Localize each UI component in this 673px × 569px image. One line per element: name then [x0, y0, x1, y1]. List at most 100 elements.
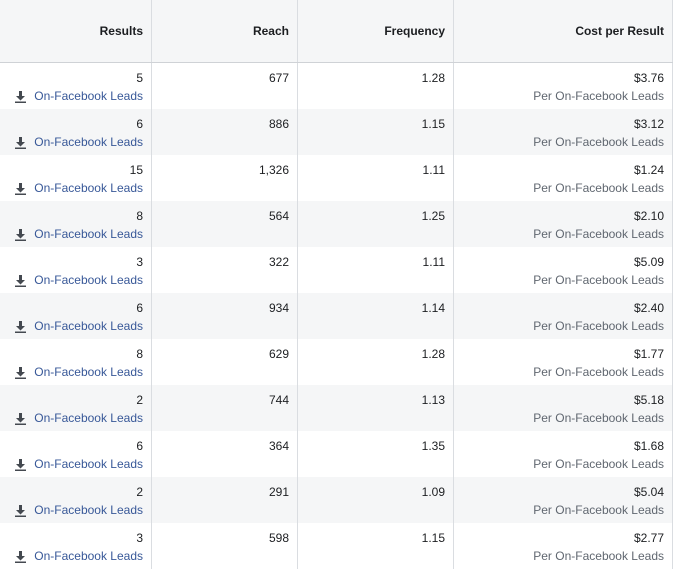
results-value: 15	[129, 163, 143, 177]
table-row[interactable]: 15 On-Facebook Leads 1,326 1.11 $1.24 Per On-…	[0, 155, 673, 201]
download-icon	[15, 366, 26, 379]
result-type-link[interactable]: On-Facebook Leads	[34, 227, 143, 241]
frequency-cell: 1.28	[298, 339, 454, 385]
column-header-reach[interactable]: Reach	[152, 0, 298, 62]
column-header-cost-per-result[interactable]: Cost per Result	[454, 0, 673, 62]
frequency-cell: 1.25	[298, 201, 454, 247]
results-value: 2	[136, 393, 143, 407]
reach-cell: 629	[152, 339, 298, 385]
reach-value: 1,326	[258, 163, 289, 177]
cost-per-result-cell: $1.24 Per On-Facebook Leads	[454, 155, 673, 201]
cost-value: $2.77	[633, 531, 664, 545]
result-type-link[interactable]: On-Facebook Leads	[34, 549, 143, 563]
result-type-link[interactable]: On-Facebook Leads	[34, 89, 143, 103]
cost-value: $2.40	[633, 301, 664, 315]
result-type: On-Facebook Leads	[0, 225, 143, 243]
result-type-link[interactable]: On-Facebook Leads	[34, 135, 143, 149]
cost-value: $1.68	[633, 439, 664, 453]
download-icon	[15, 412, 26, 425]
table-row[interactable]: 2 On-Facebook Leads 744 1.13 $5.18 Per On-Fac…	[0, 385, 673, 431]
table-row[interactable]: 6 On-Facebook Leads 886 1.15 $3.12 Per On-Fac…	[0, 109, 673, 155]
frequency-cell: 1.11	[298, 247, 454, 293]
frequency-cell: 1.13	[298, 385, 454, 431]
reach-value: 364	[268, 439, 289, 453]
cost-value: $5.09	[633, 255, 664, 269]
results-cell: 2 On-Facebook Leads	[0, 385, 152, 431]
reach-cell: 598	[152, 523, 298, 569]
reach-value: 744	[268, 393, 289, 407]
download-icon	[15, 182, 26, 195]
reach-value: 629	[268, 347, 289, 361]
frequency-value: 1.11	[422, 163, 445, 177]
reach-value: 598	[268, 531, 289, 545]
frequency-value: 1.35	[421, 439, 445, 453]
result-type-link[interactable]: On-Facebook Leads	[34, 273, 143, 287]
result-type-link[interactable]: On-Facebook Leads	[34, 181, 143, 195]
table-row[interactable]: 5 On-Facebook Leads 677 1.28 $3.76 Per On-Fac…	[0, 63, 673, 109]
reach-cell: 934	[152, 293, 298, 339]
reach-cell: 886	[152, 109, 298, 155]
results-value: 8	[136, 209, 143, 223]
frequency-value: 1.13	[421, 393, 445, 407]
cost-subtext: Per On-Facebook Leads	[533, 135, 664, 149]
results-cell: 8 On-Facebook Leads	[0, 339, 152, 385]
reach-cell: 1,326	[152, 155, 298, 201]
column-header-frequency[interactable]: Frequency	[298, 0, 454, 62]
results-value: 5	[136, 71, 143, 85]
cost-value: $1.77	[633, 347, 664, 361]
cost-per-result-cell: $5.09 Per On-Facebook Leads	[454, 247, 673, 293]
table-row[interactable]: 8 On-Facebook Leads 564 1.25 $2.10 Per On-Fac…	[0, 201, 673, 247]
results-value: 6	[136, 301, 143, 315]
result-type: On-Facebook Leads	[0, 87, 143, 105]
reach-value: 322	[268, 255, 289, 269]
cost-per-result-cell: $1.68 Per On-Facebook Leads	[454, 431, 673, 477]
download-icon	[15, 550, 26, 563]
download-icon	[15, 90, 26, 103]
cost-subtext: Per On-Facebook Leads	[533, 181, 664, 195]
cost-subtext: Per On-Facebook Leads	[533, 227, 664, 241]
frequency-value: 1.28	[421, 347, 445, 361]
results-cell: 6 On-Facebook Leads	[0, 109, 152, 155]
table-row[interactable]: 6 On-Facebook Leads 364 1.35 $1.68 Per On-Fac…	[0, 431, 673, 477]
frequency-cell: 1.11	[298, 155, 454, 201]
reach-cell: 291	[152, 477, 298, 523]
column-header-results[interactable]: Results	[0, 0, 152, 62]
frequency-value: 1.09	[421, 485, 445, 499]
result-type-link[interactable]: On-Facebook Leads	[34, 457, 143, 471]
table-row[interactable]: 8 On-Facebook Leads 629 1.28 $1.77 Per On-Fac…	[0, 339, 673, 385]
result-type: On-Facebook Leads	[0, 317, 143, 335]
frequency-cell: 1.15	[298, 523, 454, 569]
table-header: Results Reach Frequency Cost per Result	[0, 0, 673, 63]
cost-per-result-cell: $2.77 Per On-Facebook Leads	[454, 523, 673, 569]
table-row[interactable]: 3 On-Facebook Leads 598 1.15 $2.77 Per On-Fac…	[0, 523, 673, 569]
result-type-link[interactable]: On-Facebook Leads	[34, 503, 143, 517]
result-type-link[interactable]: On-Facebook Leads	[34, 319, 143, 333]
download-icon	[15, 458, 26, 471]
table-row[interactable]: 6 On-Facebook Leads 934 1.14 $2.40 Per On-Fac…	[0, 293, 673, 339]
reach-cell: 564	[152, 201, 298, 247]
cost-per-result-cell: $2.10 Per On-Facebook Leads	[454, 201, 673, 247]
frequency-value: 1.15	[421, 117, 445, 131]
cost-per-result-cell: $2.40 Per On-Facebook Leads	[454, 293, 673, 339]
result-type: On-Facebook Leads	[0, 271, 143, 289]
cost-subtext: Per On-Facebook Leads	[533, 365, 664, 379]
table-row[interactable]: 3 On-Facebook Leads 322 1.11 $5.09 Per On-Fac…	[0, 247, 673, 293]
download-icon	[15, 504, 26, 517]
cost-per-result-cell: $3.76 Per On-Facebook Leads	[454, 63, 673, 109]
reach-cell: 322	[152, 247, 298, 293]
results-value: 6	[136, 439, 143, 453]
cost-value: $5.18	[633, 393, 664, 407]
result-type-link[interactable]: On-Facebook Leads	[34, 365, 143, 379]
reach-value: 564	[268, 209, 289, 223]
cost-value: $1.24	[633, 163, 664, 177]
reach-value: 291	[268, 485, 289, 499]
reach-cell: 677	[152, 63, 298, 109]
frequency-value: 1.15	[421, 531, 445, 545]
result-type-link[interactable]: On-Facebook Leads	[34, 411, 143, 425]
results-value: 6	[136, 117, 143, 131]
results-value: 8	[136, 347, 143, 361]
table-row[interactable]: 2 On-Facebook Leads 291 1.09 $5.04 Per On-Fac…	[0, 477, 673, 523]
result-type: On-Facebook Leads	[0, 501, 143, 519]
results-cell: 6 On-Facebook Leads	[0, 431, 152, 477]
